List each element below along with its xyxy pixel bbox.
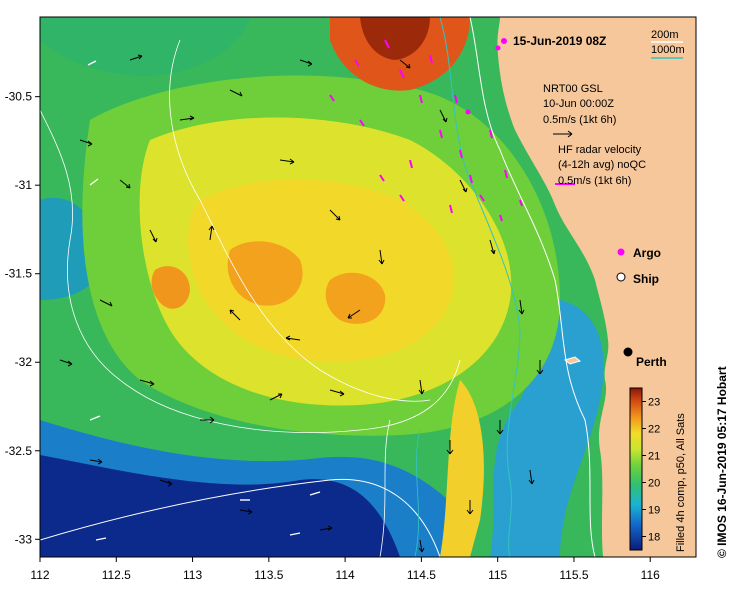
- x-tick-label: 113.5: [254, 568, 283, 582]
- x-tick-label: 116: [641, 568, 660, 582]
- contour-deep-5: [414, 429, 421, 557]
- colorbar: 23 22 21 20 19 18 Filled 4h comp, p50, All Sa…: [629, 387, 687, 552]
- sst-shelf-band: [440, 380, 484, 557]
- velocity-arrows-white: [87, 60, 321, 541]
- sst-orange-patch-2: [325, 272, 386, 324]
- colorbar-tick-label: 20: [648, 478, 660, 490]
- hf-line1: HF radar velocity: [558, 144, 642, 156]
- contour-1000m: [439, 17, 521, 557]
- plot-frame: [39, 16, 697, 558]
- contour-deep-3: [169, 39, 431, 402]
- y-axis: -30.5 -31 -31.5 -32 -32.5 -33: [5, 90, 40, 546]
- land-mass: [497, 17, 696, 557]
- x-tick-label: 112: [30, 568, 49, 582]
- y-tick-label: -32.5: [5, 444, 33, 458]
- colorbar-tick-label: 22: [648, 424, 660, 436]
- colorbar-tick-label: 18: [648, 532, 660, 544]
- nrt-line3: 0.5m/s (1kt 6h): [543, 114, 616, 126]
- x-tick-label: 114: [336, 568, 355, 582]
- map-title: 15-Jun-2019 08Z: [513, 34, 606, 48]
- ship-legend-symbol: [616, 272, 626, 282]
- colorbar-tick-label: 21: [648, 451, 660, 463]
- ship-legend-label: Ship: [633, 272, 659, 286]
- sst-cold-south: [40, 455, 400, 557]
- sst-warm-inner: [188, 179, 455, 362]
- hf-radar-arrows: [329, 39, 523, 222]
- argo-floats: [465, 38, 507, 115]
- contour-legend: 200m 1000m: [651, 29, 685, 59]
- x-tick-label: 115.5: [559, 568, 588, 582]
- sst-hot-north-core: [360, 17, 430, 60]
- x-tick-label: 115: [488, 568, 507, 582]
- argo-legend-symbol: [617, 248, 625, 256]
- y-tick-label: -31.5: [5, 267, 33, 281]
- colorbar-tick-label: 23: [648, 397, 660, 409]
- colorbar-gradient: [629, 387, 643, 551]
- rottnest-island: [563, 356, 582, 365]
- perth-label: Perth: [636, 355, 667, 369]
- contour-legend-200m: 200m: [651, 29, 679, 41]
- credit-text: © IMOS 16-Jun-2019 05:17 Hobart: [715, 366, 729, 558]
- hf-legend: HF radar velocity (4-12h avg) noQC 0.5m/…: [555, 144, 646, 187]
- x-tick-label: 113: [183, 568, 202, 582]
- sst-northwest-green: [40, 17, 250, 76]
- contour-deep-2: [40, 109, 461, 433]
- sst-orange-patch-1: [227, 241, 303, 306]
- contour-200m: [469, 17, 596, 557]
- velocity-arrows: [59, 54, 544, 553]
- nrt-scale-arrowhead: [567, 130, 573, 138]
- hf-line2: (4-12h avg) noQC: [558, 159, 646, 171]
- colorbar-ticks: 23 22 21 20 19 18: [642, 397, 660, 544]
- sst-orange-patch-3: [151, 266, 190, 309]
- perth-marker: [623, 347, 633, 357]
- y-tick-label: -31: [15, 178, 33, 192]
- argo-legend-label: Argo: [633, 246, 661, 260]
- sst-cool-east: [490, 300, 604, 557]
- nrt-legend: NRT00 GSL 10-Jun 00:00Z 0.5m/s (1kt 6h): [543, 83, 616, 138]
- colorbar-caption: Filled 4h comp, p50, All Sats: [675, 413, 687, 552]
- contour-deep-4: [379, 419, 391, 557]
- x-tick-label: 112.5: [102, 568, 131, 582]
- x-axis: 112 112.5 113 113.5 114 114.5 115 115.5 116: [30, 557, 660, 582]
- colorbar-tick-label: 19: [648, 505, 660, 517]
- contour-legend-1000m: 1000m: [651, 44, 685, 56]
- x-tick-label: 114.5: [407, 568, 436, 582]
- nrt-line1: NRT00 GSL: [543, 83, 603, 95]
- hf-line3: 0.5m/s (1kt 6h): [558, 175, 631, 187]
- y-tick-label: -30.5: [5, 90, 33, 104]
- contour-deep-1: [40, 478, 441, 557]
- nrt-line2: 10-Jun 00:00Z: [543, 98, 614, 110]
- y-tick-label: -33: [15, 532, 33, 546]
- y-tick-label: -32: [15, 355, 33, 369]
